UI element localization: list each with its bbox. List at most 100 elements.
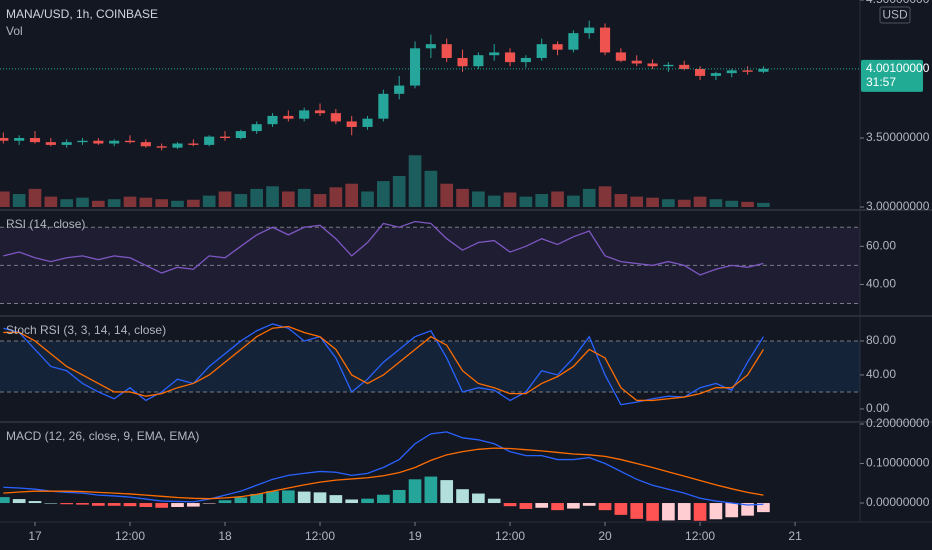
volume-bar — [567, 195, 580, 207]
volume-bar — [171, 200, 184, 207]
volume-bar — [361, 191, 374, 207]
x-tick-label: 20 — [598, 529, 612, 543]
candle-body — [172, 143, 183, 148]
volume-bar — [472, 191, 485, 207]
volume-bar — [345, 183, 359, 207]
histogram-bar — [171, 503, 184, 507]
candle-body — [109, 140, 120, 144]
histogram-bar — [155, 503, 169, 508]
x-tick-label: 12:00 — [495, 529, 525, 543]
candle-body — [552, 44, 563, 50]
histogram-bar — [12, 499, 26, 504]
y-tick-label: 3.50000000 — [866, 130, 930, 144]
volume-bar — [218, 191, 232, 207]
volume-bar — [282, 191, 295, 207]
volume-bar — [408, 155, 422, 207]
indicator-title: MACD (12, 26, close, 9, EMA, EMA) — [6, 429, 199, 443]
candle-body — [394, 85, 405, 94]
candle-body — [188, 143, 199, 145]
histogram-bar — [567, 503, 580, 509]
volume-bar — [0, 191, 10, 207]
volume-bar — [487, 195, 501, 207]
histogram-bar — [440, 480, 454, 504]
candle-body — [425, 44, 436, 49]
histogram-bar — [250, 493, 264, 504]
histogram-bar — [424, 476, 438, 504]
histogram-bar — [392, 489, 406, 504]
volume-bar — [741, 201, 754, 207]
candle-body — [520, 57, 531, 63]
histogram-bar — [646, 503, 659, 521]
candle-body — [362, 118, 373, 127]
indicator-title: Stoch RSI (3, 3, 14, 14, close) — [6, 323, 166, 337]
histogram-bar — [0, 497, 10, 504]
histogram-bar — [741, 503, 754, 516]
candle-body — [647, 63, 658, 67]
volume-bar — [139, 197, 153, 207]
histogram-bar — [60, 503, 73, 505]
volume-bar — [12, 194, 26, 207]
candle-body — [694, 69, 706, 76]
x-tick-label: 18 — [218, 529, 232, 543]
indicator-line — [3, 220, 764, 276]
last-price-label: 4.00100000 — [866, 61, 930, 75]
indicator-line — [3, 431, 764, 506]
candle-body — [61, 142, 72, 145]
histogram-bar — [329, 495, 343, 504]
candle-body — [409, 48, 421, 86]
indicator-line — [3, 323, 764, 406]
volume-bar — [107, 199, 121, 207]
currency-box — [879, 6, 911, 24]
volume-bar — [709, 199, 723, 207]
volume-bar — [598, 186, 612, 207]
candle-body — [299, 110, 310, 119]
candle-body — [156, 146, 167, 148]
volume-bar — [662, 199, 675, 207]
histogram-bar — [757, 503, 770, 513]
candle-body — [679, 64, 690, 69]
last-price-box — [861, 59, 923, 92]
x-tick-label: 12:00 — [115, 529, 145, 543]
histogram-bar — [456, 489, 469, 504]
volume-bar — [456, 188, 469, 207]
y-tick-label: 60.00 — [866, 239, 896, 253]
volume-bar — [646, 197, 659, 207]
candle-body — [330, 113, 341, 122]
candle-body — [29, 138, 41, 143]
candle-body — [710, 73, 721, 76]
histogram-bar — [44, 503, 58, 504]
candle-body — [758, 68, 769, 72]
volume-bar — [693, 196, 707, 207]
volume-bar — [123, 196, 137, 207]
candle-body — [267, 115, 278, 125]
histogram-bar — [187, 503, 200, 507]
volume-bar — [440, 183, 454, 207]
histogram-bar — [107, 503, 121, 506]
candle-body — [504, 52, 516, 63]
y-tick-label: 80.00 — [866, 333, 896, 347]
candle-body — [457, 57, 468, 67]
histogram-bar — [709, 503, 723, 520]
x-tick-label: 21 — [788, 529, 802, 543]
volume-bar — [234, 194, 248, 207]
volume-bar — [266, 186, 279, 207]
histogram-bar — [377, 494, 390, 504]
y-tick-label: 0.00 — [866, 401, 890, 415]
candle-body — [204, 136, 215, 145]
volume-bar — [677, 199, 691, 207]
candle-body — [283, 115, 294, 119]
histogram-bar — [582, 503, 596, 506]
band-fill — [0, 340, 860, 392]
candle-body — [615, 52, 626, 61]
candle-body — [251, 124, 262, 132]
histogram-bar — [693, 503, 707, 521]
candle-body — [93, 140, 104, 144]
indicator-line — [3, 447, 764, 500]
x-tick-label: 17 — [28, 529, 42, 543]
histogram-bar — [266, 491, 279, 504]
histogram-bar — [551, 503, 564, 511]
candle-body — [599, 27, 611, 53]
histogram-bar — [234, 497, 248, 504]
histogram-bar — [92, 503, 105, 506]
